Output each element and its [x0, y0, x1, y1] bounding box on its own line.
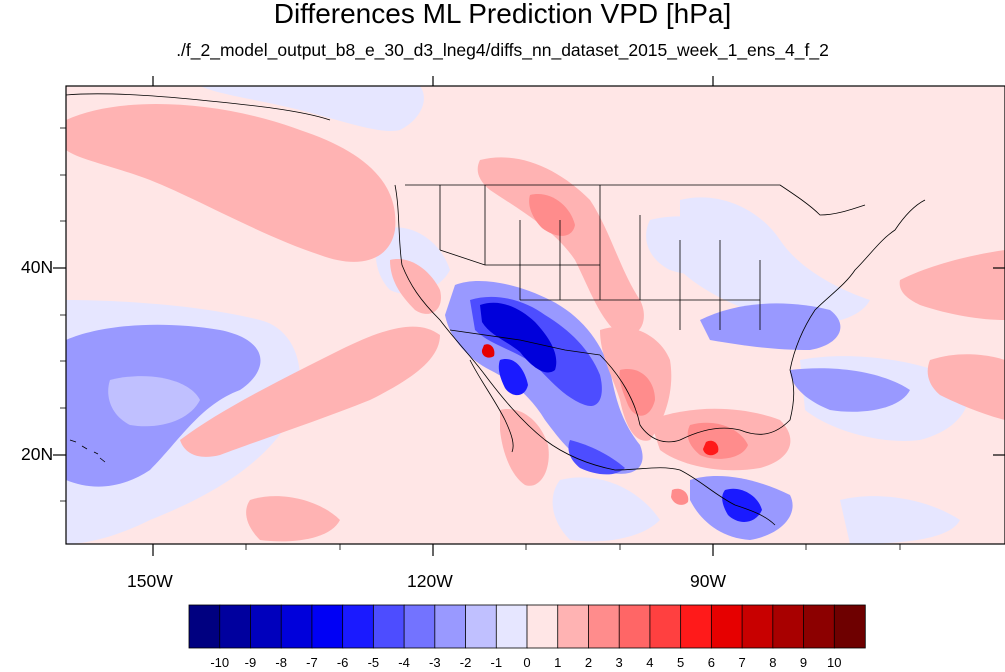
lat-label-40n: 40N — [21, 257, 54, 277]
alaska-coast — [66, 93, 331, 121]
hawaii-islands — [69, 439, 106, 463]
axis-ticks — [53, 76, 1005, 556]
mid-red-region-gulf — [687, 422, 748, 459]
red-region-great-plains — [477, 157, 644, 336]
colorbar-swatch — [618, 604, 651, 649]
colorbar-tick-label: 5 — [677, 655, 685, 670]
contour-field — [66, 86, 1005, 544]
red-region-pacific-band — [180, 326, 440, 457]
colorbar — [188, 604, 866, 649]
minor-ticks — [60, 127, 901, 550]
colorbar-swatch — [342, 604, 375, 649]
red-region-pacific-south — [246, 496, 340, 542]
map-subtitle: ./f_2_model_output_b8_e_30_d3_lneg4/diff… — [176, 40, 829, 60]
colorbar-swatch — [495, 604, 528, 649]
colorbar-tick-label: 6 — [707, 655, 715, 670]
colorbar-tick-label: 3 — [615, 655, 623, 670]
light-blue-region-great-lakes — [646, 216, 760, 277]
colorbar-swatch — [772, 604, 805, 649]
state-lines — [439, 185, 761, 330]
colorbar-tick-label: 9 — [799, 655, 808, 670]
red-region-california — [390, 259, 441, 314]
colorbar-tick-label: -5 — [367, 655, 380, 670]
lon-label-150w: 150W — [127, 571, 173, 591]
colorbar-tick-label: -8 — [275, 655, 287, 670]
gulf-coastline — [599, 354, 795, 443]
colorbar-tick-label: 0 — [523, 655, 531, 670]
dark-blue-region-baja — [498, 359, 528, 396]
red-region-atlantic — [899, 250, 1005, 320]
lon-label-90w: 90W — [690, 571, 726, 591]
us-canada-border — [405, 184, 866, 216]
dark-blue-region-southwest — [480, 302, 557, 373]
lat-label-20n: 20N — [21, 444, 54, 464]
colorbar-tick-label: -2 — [459, 655, 472, 670]
colorbar-swatch — [311, 604, 344, 649]
baja-peninsula — [469, 359, 514, 453]
colorbar-swatch — [219, 604, 252, 649]
colorbar-swatch — [680, 604, 713, 649]
colorbar-tick-label: -10 — [210, 655, 230, 670]
colorbar-swatch — [803, 604, 835, 649]
colorbar-tick-label: 8 — [769, 655, 777, 670]
colorbar-tick-label: 7 — [738, 655, 746, 670]
colorbar-swatch — [741, 604, 774, 649]
lon-label-120w: 120W — [407, 571, 453, 591]
colorbar-tick-label: 10 — [827, 655, 842, 670]
dark-red-spot-gulf — [703, 440, 719, 456]
red-region-north-pacific — [66, 103, 396, 262]
colorbar-tick-label: -7 — [306, 655, 318, 670]
dark-blue-region-central-america — [722, 488, 762, 522]
colorbar-swatch — [188, 604, 221, 649]
dark-red-spot-california — [481, 344, 495, 358]
mid-red-region-plains — [529, 194, 575, 236]
colorbar-tick-label: 1 — [554, 655, 562, 670]
red-region-atlantic-east — [927, 354, 1005, 420]
colorbar-swatch — [526, 604, 559, 649]
colorbar-tick-label: -1 — [490, 655, 503, 670]
colorbar-tick-label: 2 — [584, 655, 593, 670]
mid-red-region-texas — [619, 369, 655, 416]
coastlines-and-borders — [66, 93, 926, 526]
colorbar-swatch — [588, 604, 620, 649]
light-blue-region-se-corner — [840, 496, 960, 544]
colorbar-tick-label: -3 — [429, 655, 441, 670]
colorbar-tick-label: 4 — [646, 655, 654, 670]
blue-region-caribbean — [790, 368, 910, 412]
colorbar-swatch — [403, 604, 436, 649]
colorbar-swatch — [434, 604, 467, 649]
colorbar-swatch — [649, 604, 682, 649]
colorbar-tick-label: -9 — [244, 655, 257, 670]
light-blue-region-north — [200, 86, 424, 131]
light-blue-region-sw-ocean — [552, 477, 660, 542]
colorbar-swatch — [250, 604, 282, 649]
north-america-coastline — [394, 184, 776, 526]
colorbar-tick-label: -4 — [398, 655, 410, 670]
blue-region-pacific-mid — [108, 376, 200, 427]
colorbar-swatch — [372, 604, 405, 649]
colorbar-tick-label: -6 — [336, 655, 349, 670]
east-coastline — [789, 199, 926, 371]
colorbar-swatch — [557, 604, 590, 649]
colorbar-swatch — [833, 604, 866, 649]
colorbar-swatch — [280, 604, 313, 649]
colorbar-swatch — [465, 604, 497, 649]
red-region-mexico-interior — [500, 409, 549, 486]
map-title: Differences ML Prediction VPD [hPa] — [273, 0, 732, 29]
mid-blue-region-mexico-coast — [568, 440, 625, 475]
us-mexico-border — [449, 329, 601, 356]
colorbar-swatch — [710, 604, 743, 649]
mid-red-region-central-america — [671, 488, 689, 505]
blue-region-southeast-us — [700, 303, 841, 350]
